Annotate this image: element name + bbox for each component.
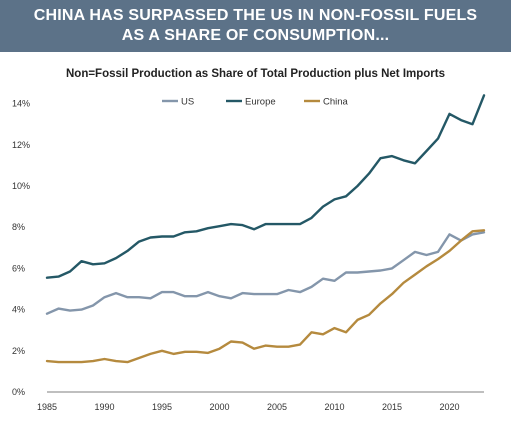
legend-label-china: China xyxy=(323,97,349,108)
x-tick-label: 1985 xyxy=(37,402,57,412)
y-tick-label: 8% xyxy=(12,222,25,232)
x-tick-label: 2005 xyxy=(267,402,287,412)
y-axis: 0% 2% 4% 6% 8% 10% 12% 14% xyxy=(12,99,30,397)
chart-title: Non=Fossil Production as Share of Total … xyxy=(65,68,445,80)
y-tick-label: 14% xyxy=(12,99,30,109)
y-tick-label: 12% xyxy=(12,140,30,150)
x-tick-label: 2010 xyxy=(324,402,344,412)
series-line-us xyxy=(45,231,486,315)
x-tick-label: 2015 xyxy=(382,402,402,412)
x-tick-label: 2000 xyxy=(209,402,229,412)
title-line-1: CHINA HAS SURPASSED THE US IN NON-FOSSIL… xyxy=(33,7,478,24)
series-line-europe xyxy=(45,94,486,279)
x-tick-label: 1990 xyxy=(94,402,114,412)
y-tick-label: 2% xyxy=(12,346,25,356)
y-tick-label: 4% xyxy=(12,305,25,315)
y-tick-label: 10% xyxy=(12,181,30,191)
title-line-2: AS A SHARE OF CONSUMPTION... xyxy=(121,27,390,44)
x-tick-label: 2020 xyxy=(439,402,459,412)
x-tick-label: 1995 xyxy=(152,402,172,412)
y-tick-label: 6% xyxy=(12,263,25,273)
title-banner: CHINA HAS SURPASSED THE US IN NON-FOSSIL… xyxy=(0,0,511,52)
series-lines xyxy=(45,94,486,364)
series-line-china xyxy=(45,229,486,364)
y-tick-label: 0% xyxy=(12,387,25,397)
x-axis: 1985 1990 1995 2000 2005 2010 2015 2020 xyxy=(37,402,460,412)
legend-label-europe: Europe xyxy=(245,97,276,108)
legend-label-us: US xyxy=(181,97,194,108)
legend: US Europe China xyxy=(162,97,349,108)
